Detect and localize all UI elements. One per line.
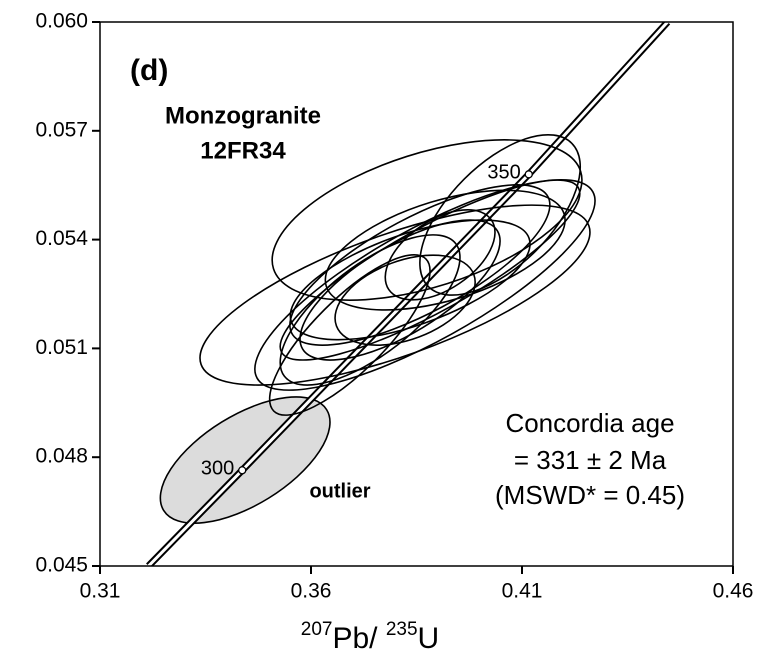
outlier-label: outlier xyxy=(309,480,370,502)
x-label-mass: 235 xyxy=(386,619,418,640)
analysis-ellipse xyxy=(279,234,461,386)
age-marker xyxy=(238,466,247,475)
x-axis-label: 207Pb/ 235U xyxy=(301,619,439,655)
y-tick-label: 0.048 xyxy=(35,445,88,468)
age-marker xyxy=(524,170,533,179)
x-label-element: Pb/ xyxy=(332,622,385,655)
analysis-ellipse xyxy=(268,254,431,416)
plot-area xyxy=(146,22,671,566)
analysis-ellipse xyxy=(419,133,582,296)
y-tick-label: 0.057 xyxy=(35,118,88,141)
age-value: = 331 ± 2 Ma xyxy=(514,445,667,475)
analysis-ellipse xyxy=(289,219,531,341)
age-title: Concordia age xyxy=(505,408,674,438)
plot-frame xyxy=(99,21,734,567)
x-tick-label: 0.31 xyxy=(80,580,121,603)
x-label-element: U xyxy=(418,622,440,655)
analysis-ellipse xyxy=(289,184,551,346)
panel-label: (d) xyxy=(130,54,168,87)
analysis-ellipse xyxy=(384,209,496,301)
y-tick-label: 0.060 xyxy=(35,10,88,33)
analysis-ellipse xyxy=(334,254,476,346)
x-tick-label: 0.41 xyxy=(502,580,543,603)
y-tick-label: 0.054 xyxy=(35,227,88,250)
analysis-ellipse xyxy=(324,189,566,311)
outlier-ellipse xyxy=(159,396,331,525)
mswd: (MSWD* = 0.45) xyxy=(495,480,685,510)
age-label: 300 xyxy=(201,458,234,480)
y-tick-label: 0.051 xyxy=(35,336,88,359)
x-label-mass: 207 xyxy=(301,619,333,640)
x-tick-label: 0.36 xyxy=(291,580,332,603)
x-tick-label: 0.46 xyxy=(713,580,754,603)
concordia-band xyxy=(147,22,669,566)
sample-id: 12FR34 xyxy=(200,137,286,164)
age-label: 350 xyxy=(487,162,520,184)
y-tick-label: 0.045 xyxy=(35,554,88,577)
sample-name: Monzogranite xyxy=(165,102,321,129)
